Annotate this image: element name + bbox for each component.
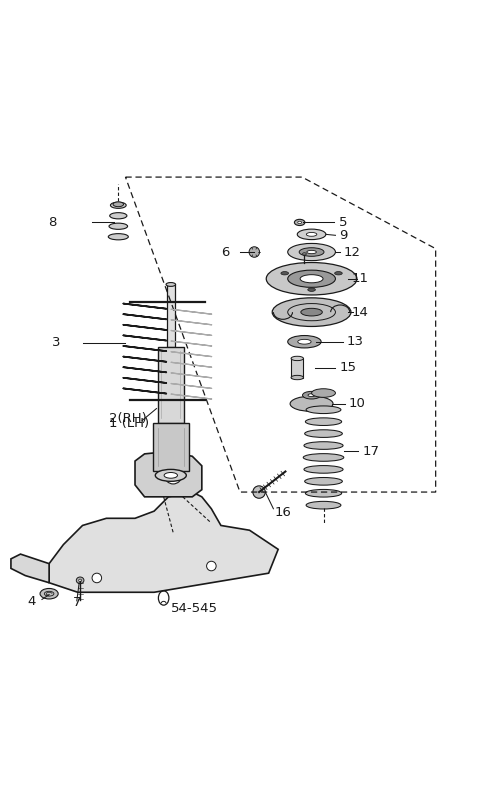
Ellipse shape bbox=[291, 375, 303, 380]
Text: 5: 5 bbox=[339, 216, 348, 229]
Ellipse shape bbox=[305, 418, 342, 425]
Ellipse shape bbox=[308, 288, 315, 291]
Ellipse shape bbox=[305, 489, 342, 497]
Bar bbox=[157, 346, 184, 423]
Circle shape bbox=[92, 573, 102, 583]
Text: 7: 7 bbox=[73, 596, 82, 610]
Ellipse shape bbox=[290, 396, 333, 412]
Ellipse shape bbox=[299, 247, 324, 256]
Ellipse shape bbox=[305, 430, 342, 437]
Bar bbox=[291, 358, 303, 377]
Ellipse shape bbox=[291, 356, 303, 361]
Text: 10: 10 bbox=[349, 397, 366, 410]
Bar bbox=[153, 423, 189, 471]
Ellipse shape bbox=[40, 588, 58, 599]
Ellipse shape bbox=[108, 234, 128, 240]
Ellipse shape bbox=[109, 223, 128, 229]
Text: 3: 3 bbox=[51, 336, 60, 350]
Ellipse shape bbox=[272, 298, 351, 326]
Ellipse shape bbox=[306, 406, 341, 413]
Ellipse shape bbox=[302, 391, 321, 399]
Polygon shape bbox=[135, 452, 202, 497]
Ellipse shape bbox=[303, 453, 344, 461]
Text: 6: 6 bbox=[221, 246, 229, 259]
Ellipse shape bbox=[298, 339, 311, 344]
Ellipse shape bbox=[306, 501, 341, 509]
Text: 14: 14 bbox=[352, 306, 369, 318]
Ellipse shape bbox=[298, 221, 301, 223]
Text: 54-545: 54-545 bbox=[171, 602, 218, 615]
Text: 4: 4 bbox=[28, 595, 36, 608]
Circle shape bbox=[169, 472, 177, 479]
Circle shape bbox=[165, 467, 182, 484]
Text: 8: 8 bbox=[48, 216, 57, 229]
Ellipse shape bbox=[305, 477, 342, 485]
Ellipse shape bbox=[266, 263, 357, 295]
Text: 16: 16 bbox=[275, 506, 291, 519]
Ellipse shape bbox=[304, 442, 343, 449]
Circle shape bbox=[253, 486, 265, 498]
Ellipse shape bbox=[301, 308, 323, 316]
Text: 2(RH): 2(RH) bbox=[109, 412, 146, 425]
Ellipse shape bbox=[79, 579, 82, 582]
Ellipse shape bbox=[306, 232, 317, 236]
Ellipse shape bbox=[308, 393, 315, 397]
Ellipse shape bbox=[281, 271, 288, 275]
Text: 11: 11 bbox=[352, 272, 369, 285]
Polygon shape bbox=[49, 492, 278, 592]
Ellipse shape bbox=[335, 271, 342, 275]
Circle shape bbox=[249, 247, 260, 257]
Circle shape bbox=[206, 561, 216, 571]
Ellipse shape bbox=[312, 389, 336, 397]
Text: 1 (LH): 1 (LH) bbox=[109, 417, 149, 430]
Ellipse shape bbox=[288, 335, 321, 348]
Ellipse shape bbox=[304, 465, 343, 473]
Ellipse shape bbox=[164, 472, 178, 478]
Ellipse shape bbox=[294, 219, 305, 226]
Ellipse shape bbox=[110, 202, 126, 208]
Text: 17: 17 bbox=[362, 445, 379, 458]
Ellipse shape bbox=[307, 251, 316, 254]
Ellipse shape bbox=[113, 202, 123, 207]
Ellipse shape bbox=[297, 229, 326, 239]
Ellipse shape bbox=[288, 243, 336, 261]
Ellipse shape bbox=[302, 253, 306, 255]
Text: 9: 9 bbox=[339, 229, 348, 242]
Polygon shape bbox=[11, 554, 49, 583]
Ellipse shape bbox=[300, 275, 323, 282]
Ellipse shape bbox=[288, 271, 336, 287]
Ellipse shape bbox=[110, 212, 127, 219]
Text: 12: 12 bbox=[344, 246, 361, 259]
Ellipse shape bbox=[156, 469, 186, 481]
Text: 13: 13 bbox=[347, 335, 363, 348]
Bar bbox=[167, 284, 175, 346]
Text: 15: 15 bbox=[339, 361, 356, 374]
Ellipse shape bbox=[166, 282, 176, 286]
Ellipse shape bbox=[76, 577, 84, 583]
